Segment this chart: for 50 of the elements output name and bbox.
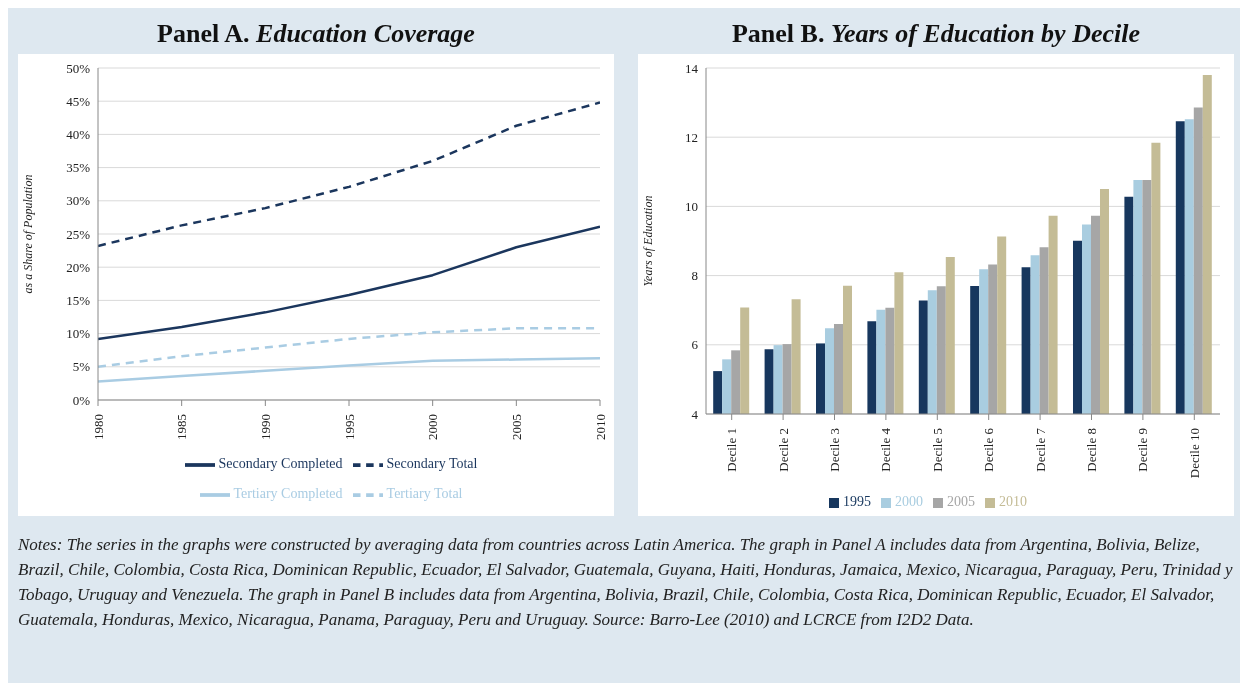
- y-tick-label: 4: [691, 406, 699, 422]
- y-tick-label: 45%: [66, 93, 91, 109]
- x-tick-label: 1980: [90, 414, 106, 440]
- x-tick-label: Decile 7: [1032, 427, 1048, 472]
- x-tick-label: Decile 3: [827, 428, 842, 472]
- y-tick-label: 0%: [72, 392, 91, 408]
- y-tick-label: 10: [685, 199, 698, 215]
- x-tick-label: Decile 4: [878, 427, 894, 472]
- x-tick-label: Decile 8: [1084, 428, 1099, 472]
- x-tick-label: 1990: [257, 414, 273, 440]
- y-tick-label: 35%: [66, 160, 91, 176]
- x-tick-label: 1995: [341, 414, 357, 440]
- x-tick-label: Decile 1: [724, 428, 740, 472]
- x-tick-label: Decile 10: [1186, 428, 1202, 479]
- x-tick-label: 2010: [592, 414, 608, 440]
- chart-title: Panel B. Years of Education by Decile: [731, 18, 1141, 50]
- y-tick-label: 40%: [66, 127, 91, 143]
- text: Notes: The series in the graphs were constructed by averaging data from countries across Latin America. The graph in Panel A includes data from Argentina, Bolivia, Belize, Brazil, Chile, Colombia, Costa Rica, Dominican Republic, Ecuador, El Salvador, Guatemala, Guyana, Haiti, Honduras, Jamaica, Mexico, Nicaragua, Paraguay, Peru, Trinidad y Tobago, Uruguay and Venezuela. The graph in Panel B includes data from Argentina, Bolivia, Brazil, Chile, Colombia, Costa Rica, Dominican Republic, Ecuador, El Salvador, Guatemala, Honduras, Mexico, Nicaragua, Panama, Paraguay, Peru and Uruguay. Source: Barro-Lee (2010) and LCRCE from I2D2 Data.: [18, 534, 1234, 631]
- y-tick-label: 25%: [66, 226, 91, 242]
- x-tick-label: 2005: [508, 414, 524, 440]
- y-tick-label: 6: [691, 337, 699, 353]
- y-tick-label: 8: [691, 268, 698, 284]
- y-axis-title: as a Share of Population: [21, 174, 35, 294]
- y-tick-label: 5%: [72, 359, 91, 375]
- legend-label: Tertiary Total: [386, 486, 463, 502]
- legend-label: Tertiary Completed: [233, 486, 343, 502]
- y-tick-label: 50%: [66, 60, 91, 76]
- x-tick-label: Decile 2: [775, 428, 791, 472]
- y-tick-label: 10%: [66, 326, 91, 342]
- x-tick-label: Decile 6: [981, 427, 997, 472]
- y-tick-label: 14: [685, 60, 699, 76]
- legend-label: 2000: [895, 494, 923, 509]
- chart-title: Panel A. Education Coverage: [156, 18, 476, 50]
- x-tick-label: 2000: [425, 414, 441, 440]
- y-tick-label: 30%: [66, 193, 91, 209]
- line-series: [98, 225, 600, 341]
- line-series: [98, 356, 600, 383]
- legend-label: 2010: [999, 494, 1027, 509]
- y-tick-label: 20%: [66, 259, 91, 275]
- x-tick-label: 1985: [174, 414, 190, 440]
- x-tick-label: Decile 9: [1135, 428, 1151, 472]
- legend-label: Secondary Completed: [218, 456, 343, 472]
- y-tick-label: 15%: [66, 293, 91, 309]
- y-axis-title: Years of Education: [641, 195, 655, 287]
- y-tick-label: 12: [685, 129, 698, 145]
- legend-label: Secondary Total: [386, 456, 478, 472]
- legend-label: 2005: [947, 494, 975, 509]
- legend-label: 1995: [843, 494, 871, 509]
- x-tick-label: Decile 5: [929, 428, 945, 472]
- line-series: [98, 101, 600, 248]
